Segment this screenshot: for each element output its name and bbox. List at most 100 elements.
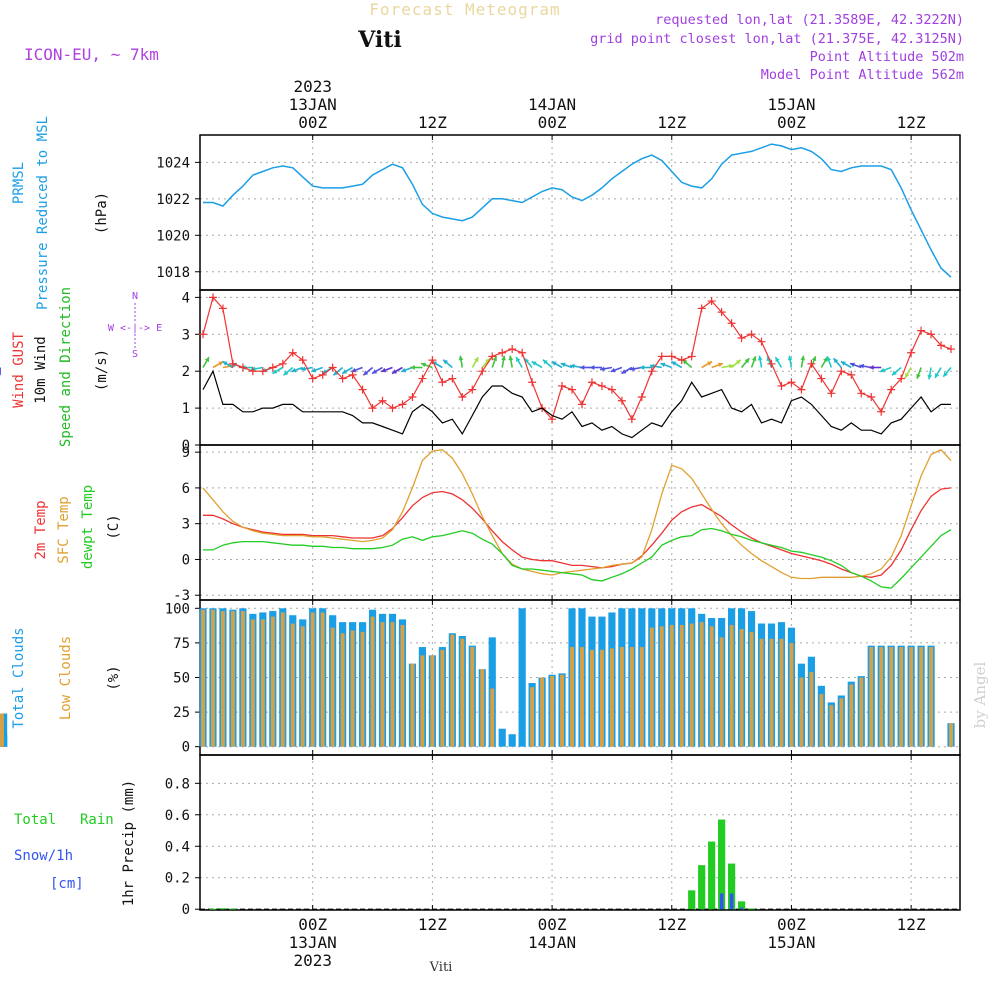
wind-arrow-head: [859, 363, 865, 369]
wind-arrow: [670, 360, 683, 369]
wind-arrow: [800, 355, 806, 368]
gust-marker: [907, 348, 916, 357]
wind-arrow-head: [943, 371, 948, 377]
gust-marker: [198, 330, 207, 339]
temp-unit-label: (C): [106, 514, 122, 539]
wind-arrow-head: [849, 362, 855, 368]
low-cloud-bar: [619, 647, 624, 747]
wind-arrow: [341, 366, 353, 375]
y-tick-label: 4: [182, 290, 190, 306]
precip-snow-label: Snow/1h: [14, 848, 73, 864]
low-cloud-bar: [300, 626, 305, 747]
wind-arrow: [934, 367, 942, 379]
gust-marker: [707, 297, 716, 306]
wind-arrow-head: [551, 361, 557, 366]
gust-marker: [677, 356, 686, 365]
low-cloud-bar: [0, 713, 4, 747]
rain-bar: [728, 863, 736, 910]
y-tick-label: 1018: [156, 265, 190, 281]
wind-gust-label: Wind GUST: [11, 332, 27, 408]
low-cloud-bar: [749, 631, 754, 747]
low-cloud-bar: [779, 638, 784, 747]
low-cloud-bar: [470, 647, 475, 747]
wind-arrow: [701, 360, 713, 369]
low-cloud-bar: [530, 687, 535, 747]
top-date-label: 14JAN: [528, 95, 576, 114]
wind-arrow-head: [757, 355, 763, 361]
wind-arrow-head: [600, 366, 605, 372]
wind-arrow-head: [501, 355, 506, 361]
low-clouds-label: Low Clouds: [58, 636, 74, 720]
low-cloud-bar: [580, 647, 584, 747]
wind-arrow: [542, 359, 553, 369]
gust-marker: [947, 345, 956, 354]
top-hour-label: 00Z: [298, 113, 327, 132]
low-cloud-bar: [909, 647, 914, 747]
low-cloud-bar: [869, 647, 874, 747]
low-cloud-bar: [649, 627, 654, 747]
wind-arrow-head: [531, 361, 537, 366]
low-cloud-bar: [260, 619, 265, 747]
y-tick-label: 9: [182, 445, 190, 461]
wind-arrow-head: [589, 365, 595, 370]
wind-arrow: [721, 363, 734, 369]
model-altitude: Model Point Altitude 562m: [761, 67, 964, 83]
wind-arrow-head: [392, 369, 398, 374]
low-cloud-bar: [839, 698, 844, 747]
gust-marker: [917, 326, 926, 335]
top-hour-label: 12Z: [657, 113, 686, 132]
gust-marker: [877, 407, 886, 416]
bottom-hour-label: 12Z: [418, 915, 447, 934]
y-tick-label: 25: [173, 705, 190, 721]
wind-arrow: [458, 355, 464, 368]
bottom-hour-label: 00Z: [777, 915, 806, 934]
low-cloud-bar: [450, 634, 455, 747]
wind-arrow: [820, 356, 829, 368]
gust-marker: [647, 367, 656, 376]
y-tick-label: 3: [182, 327, 190, 343]
dewpt-label: dewpt Temp: [80, 485, 96, 569]
wind-unit-label: (m/s): [94, 349, 110, 391]
gust-marker: [518, 348, 527, 357]
bottom-hour-label: 00Z: [298, 915, 327, 934]
model-label: ICON-EU, ~ 7km: [24, 45, 159, 64]
wind-arrow-head: [401, 367, 407, 373]
gust-marker: [418, 374, 427, 383]
wind-arrow-head: [649, 363, 655, 369]
gust-marker: [847, 370, 856, 379]
wind-arrow-head: [935, 372, 940, 378]
wind-arrow: [599, 366, 613, 372]
low-cloud-bar: [859, 677, 864, 747]
rain-bar: [718, 819, 726, 910]
low-cloud-bar: [589, 649, 594, 747]
compass-south: S: [132, 349, 138, 360]
gust-marker: [248, 367, 257, 376]
wind-arrow-head: [621, 369, 627, 374]
low-cloud-bar: [420, 655, 425, 747]
wind-arrow-head: [751, 356, 757, 362]
total-clouds-label: Total Clouds: [11, 627, 27, 728]
wind-arrow: [731, 359, 742, 369]
gust-marker: [348, 370, 357, 379]
gust-marker: [498, 348, 507, 357]
low-cloud-bar: [410, 663, 415, 747]
low-cloud-bar: [350, 630, 355, 747]
wind-panel: 0 1 2 3 4: [0, 290, 961, 454]
wind-arrow: [904, 367, 912, 379]
wind-arrow-head: [775, 357, 780, 363]
precip-total-label: Total: [14, 812, 56, 828]
gust-marker: [867, 393, 876, 402]
gust-marker: [488, 352, 497, 361]
top-year-label: 2023: [293, 77, 332, 96]
rain-bar: [698, 865, 706, 910]
wind-arrow-head: [826, 356, 831, 362]
wind-arrow-head: [508, 355, 514, 361]
wind-arrow-head: [363, 370, 369, 376]
top-date-label: 13JAN: [289, 95, 337, 114]
wind-arrow: [420, 362, 433, 369]
y-tick-label: 0.6: [165, 808, 190, 824]
wind-arrow-head: [579, 365, 585, 370]
wind-arrow-head: [735, 359, 741, 365]
y-tick-label: 100: [165, 601, 190, 617]
low-cloud-bar: [340, 633, 345, 747]
